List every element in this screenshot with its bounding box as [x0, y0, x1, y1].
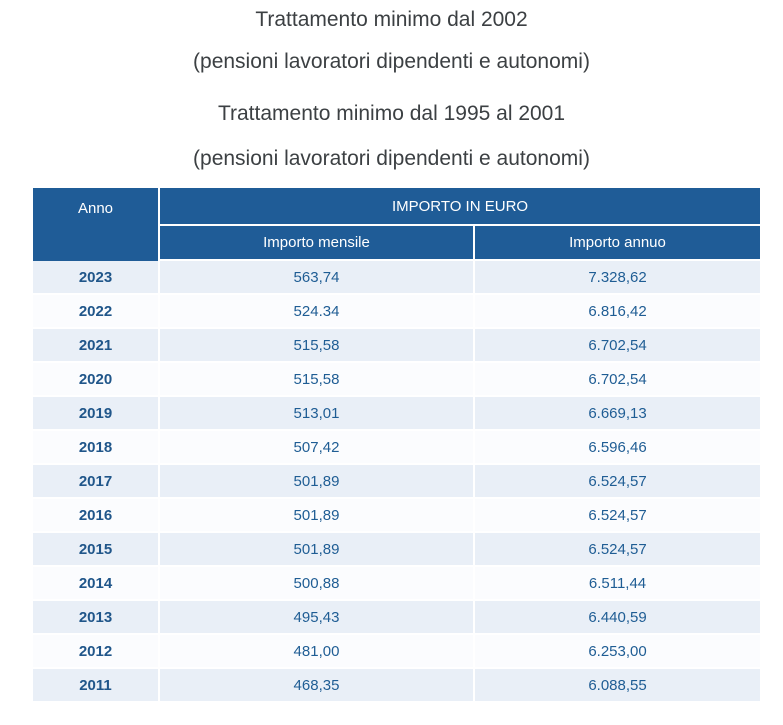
pension-minimum-table: Anno IMPORTO IN EURO Importo mensile Imp… — [33, 188, 761, 703]
importo-annuo-cell: 6.524,57 — [475, 499, 761, 533]
subtitle-trattamento-2002: (pensioni lavoratori dipendenti e autono… — [193, 50, 590, 73]
importo-annuo-cell: 6.511,44 — [475, 567, 761, 601]
year-cell: 2014 — [33, 567, 160, 601]
column-header-importo-in-euro: IMPORTO IN EURO — [160, 188, 761, 226]
importo-annuo-cell: 6.088,55 — [475, 669, 761, 703]
column-header-importo-annuo: Importo annuo — [475, 226, 761, 261]
importo-mensile-cell: 524.34 — [160, 295, 475, 329]
year-cell: 2012 — [33, 635, 160, 669]
year-cell: 2022 — [33, 295, 160, 329]
importo-mensile-cell: 481,00 — [160, 635, 475, 669]
subtitle-trattamento-1995-2001: (pensioni lavoratori dipendenti e autono… — [193, 147, 590, 170]
table-row: 2016 501,89 6.524,57 — [33, 499, 761, 533]
importo-mensile-cell: 501,89 — [160, 533, 475, 567]
table-row: 2017 501,89 6.524,57 — [33, 465, 761, 499]
importo-annuo-cell: 6.669,13 — [475, 397, 761, 431]
importo-annuo-cell: 6.816,42 — [475, 295, 761, 329]
importo-mensile-cell: 513,01 — [160, 397, 475, 431]
importo-mensile-cell: 515,58 — [160, 363, 475, 397]
importo-annuo-cell: 6.524,57 — [475, 533, 761, 567]
table-row: 2021 515,58 6.702,54 — [33, 329, 761, 363]
year-cell: 2013 — [33, 601, 160, 635]
table-row: 2015 501,89 6.524,57 — [33, 533, 761, 567]
table-body: 2023 563,74 7.328,62 2022 524.34 6.816,4… — [33, 261, 761, 703]
table-row: 2020 515,58 6.702,54 — [33, 363, 761, 397]
year-cell: 2016 — [33, 499, 160, 533]
importo-annuo-cell: 6.702,54 — [475, 363, 761, 397]
header-row-sub: Importo mensile Importo annuo — [33, 226, 761, 261]
year-cell: 2015 — [33, 533, 160, 567]
importo-mensile-cell: 563,74 — [160, 261, 475, 295]
year-cell: 2023 — [33, 261, 160, 295]
column-header-anno: Anno — [33, 188, 160, 261]
table-row: 2018 507,42 6.596,46 — [33, 431, 761, 465]
title-trattamento-2002: Trattamento minimo dal 2002 — [255, 8, 528, 31]
importo-mensile-cell: 468,35 — [160, 669, 475, 703]
table-row: 2022 524.34 6.816,42 — [33, 295, 761, 329]
table-row: 2019 513,01 6.669,13 — [33, 397, 761, 431]
table-header: Anno IMPORTO IN EURO Importo mensile Imp… — [33, 188, 761, 261]
importo-mensile-cell: 500,88 — [160, 567, 475, 601]
table-row: 2011 468,35 6.088,55 — [33, 669, 761, 703]
table-row: 2023 563,74 7.328,62 — [33, 261, 761, 295]
year-cell: 2011 — [33, 669, 160, 703]
year-cell: 2017 — [33, 465, 160, 499]
year-cell: 2020 — [33, 363, 160, 397]
importo-annuo-cell: 6.524,57 — [475, 465, 761, 499]
table-row: 2014 500,88 6.511,44 — [33, 567, 761, 601]
importo-mensile-cell: 495,43 — [160, 601, 475, 635]
importo-mensile-cell: 515,58 — [160, 329, 475, 363]
page-titles: Trattamento minimo dal 2002 (pensioni la… — [0, 6, 783, 173]
table-row: 2013 495,43 6.440,59 — [33, 601, 761, 635]
title-trattamento-1995-2001: Trattamento minimo dal 1995 al 2001 — [217, 102, 566, 125]
importo-annuo-cell: 6.253,00 — [475, 635, 761, 669]
year-cell: 2018 — [33, 431, 160, 465]
year-cell: 2019 — [33, 397, 160, 431]
importo-annuo-cell: 7.328,62 — [475, 261, 761, 295]
importo-mensile-cell: 507,42 — [160, 431, 475, 465]
importo-annuo-cell: 6.596,46 — [475, 431, 761, 465]
year-cell: 2021 — [33, 329, 160, 363]
header-row-group: Anno IMPORTO IN EURO — [33, 188, 761, 261]
importo-annuo-cell: 6.702,54 — [475, 329, 761, 363]
importo-mensile-cell: 501,89 — [160, 499, 475, 533]
table-row: 2012 481,00 6.253,00 — [33, 635, 761, 669]
importo-mensile-cell: 501,89 — [160, 465, 475, 499]
column-header-importo-mensile: Importo mensile — [160, 226, 475, 261]
importo-annuo-cell: 6.440,59 — [475, 601, 761, 635]
